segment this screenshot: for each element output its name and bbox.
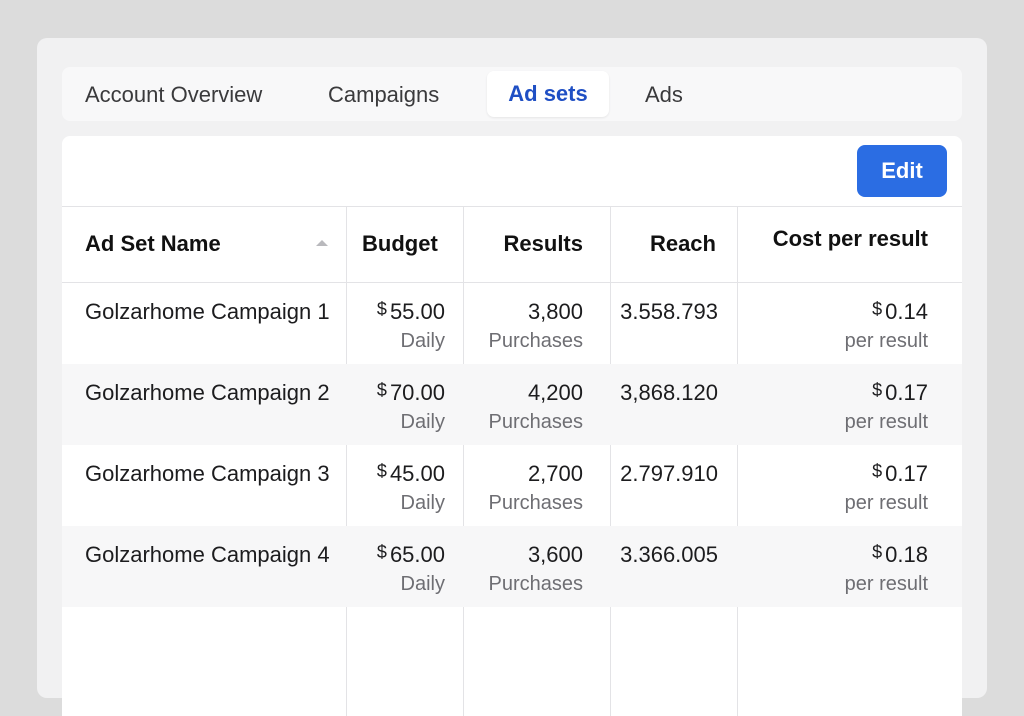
- results-cell: 4,200 Purchases: [472, 380, 584, 434]
- reach-value: 2.797.910: [620, 461, 718, 486]
- budget-period: Daily: [400, 411, 445, 433]
- cost-unit: per result: [844, 411, 928, 433]
- cost-value: 0.17: [885, 461, 928, 486]
- tab-campaigns[interactable]: Campaigns: [328, 82, 440, 107]
- column-header-budget[interactable]: Budget: [362, 231, 438, 256]
- budget-period: Daily: [400, 492, 445, 514]
- results-cell: 3,600 Purchases: [472, 542, 584, 596]
- sort-ascending-icon[interactable]: [316, 240, 328, 246]
- column-header-ad-set-name[interactable]: Ad Set Name: [85, 231, 221, 256]
- column-divider: [610, 206, 611, 716]
- column-divider: [737, 206, 738, 716]
- results-value: 4,200: [527, 380, 583, 405]
- cost-per-result-cell: $0.17 per result: [752, 461, 928, 515]
- cost-value: 0.17: [885, 380, 928, 405]
- table-row[interactable]: Golzarhome Campaign 2 $70.00 Daily 4,200…: [62, 364, 962, 445]
- header-divider: [62, 282, 962, 283]
- results-type: Purchases: [488, 411, 584, 433]
- results-type: Purchases: [488, 330, 584, 352]
- budget-value: 45.00: [389, 461, 445, 486]
- ad-set-name[interactable]: Golzarhome Campaign 3: [85, 461, 330, 486]
- results-cell: 3,800 Purchases: [472, 299, 584, 353]
- cost-unit: per result: [844, 492, 928, 514]
- results-type: Purchases: [488, 573, 584, 595]
- budget-cell: $45.00 Daily: [352, 461, 445, 515]
- budget-value: 70.00: [389, 380, 445, 405]
- results-value: 2,700: [527, 461, 583, 486]
- results-cell: 2,700 Purchases: [472, 461, 584, 515]
- currency-symbol: $: [872, 542, 883, 562]
- table-row[interactable]: Golzarhome Campaign 3 $45.00 Daily 2,700…: [62, 445, 962, 526]
- column-divider: [463, 206, 464, 716]
- ad-set-name[interactable]: Golzarhome Campaign 2: [85, 380, 330, 405]
- currency-symbol: $: [376, 542, 387, 562]
- cost-unit: per result: [844, 573, 928, 595]
- budget-period: Daily: [400, 330, 445, 352]
- tab-account-overview[interactable]: Account Overview: [85, 82, 263, 107]
- column-header-results[interactable]: Results: [503, 231, 583, 256]
- cost-value: 0.14: [885, 299, 928, 324]
- budget-value: 55.00: [389, 299, 445, 324]
- ad-set-name[interactable]: Golzarhome Campaign 4: [85, 542, 330, 567]
- currency-symbol: $: [872, 380, 883, 400]
- budget-cell: $55.00 Daily: [352, 299, 445, 353]
- table-row[interactable]: Golzarhome Campaign 4 $65.00 Daily 3,600…: [62, 526, 962, 607]
- column-header-reach[interactable]: Reach: [649, 231, 716, 256]
- budget-cell: $65.00 Daily: [352, 542, 445, 596]
- cost-unit: per result: [844, 330, 928, 352]
- ads-manager-panel: Account Overview Campaigns Ad sets Ads E…: [37, 38, 987, 716]
- currency-symbol: $: [376, 380, 387, 400]
- edit-button[interactable]: Edit: [857, 145, 947, 197]
- tab-ads[interactable]: Ads: [645, 82, 683, 107]
- cost-value: 0.18: [885, 542, 928, 567]
- cost-per-result-cell: $0.18 per result: [752, 542, 928, 596]
- results-value: 3,600: [527, 542, 583, 567]
- table-row[interactable]: Golzarhome Campaign 1 $55.00 Daily 3,800…: [62, 283, 962, 364]
- currency-symbol: $: [376, 299, 387, 319]
- currency-symbol: $: [872, 461, 883, 481]
- reach-value: 3.558.793: [620, 299, 718, 324]
- results-value: 3,800: [527, 299, 583, 324]
- currency-symbol: $: [872, 299, 883, 319]
- cost-per-result-cell: $0.17 per result: [752, 380, 928, 434]
- reach-value: 3.366.005: [620, 542, 718, 567]
- results-type: Purchases: [488, 492, 584, 514]
- ad-sets-table-card: Edit Ad Set Name Budget Results Reach Co…: [62, 136, 962, 716]
- ad-set-name[interactable]: Golzarhome Campaign 1: [85, 299, 330, 324]
- reach-value: 3,868.120: [620, 380, 718, 405]
- table-top-divider: [62, 206, 962, 207]
- currency-symbol: $: [376, 461, 387, 481]
- budget-value: 65.00: [389, 542, 445, 567]
- budget-cell: $70.00 Daily: [352, 380, 445, 434]
- tab-bar: Account Overview Campaigns Ad sets Ads: [62, 67, 962, 121]
- cost-per-result-cell: $0.14 per result: [752, 299, 928, 353]
- budget-period: Daily: [400, 573, 445, 595]
- tab-ad-sets[interactable]: Ad sets: [487, 71, 609, 117]
- column-divider: [346, 206, 347, 716]
- column-header-cost-per-result[interactable]: Cost per result: [772, 226, 928, 251]
